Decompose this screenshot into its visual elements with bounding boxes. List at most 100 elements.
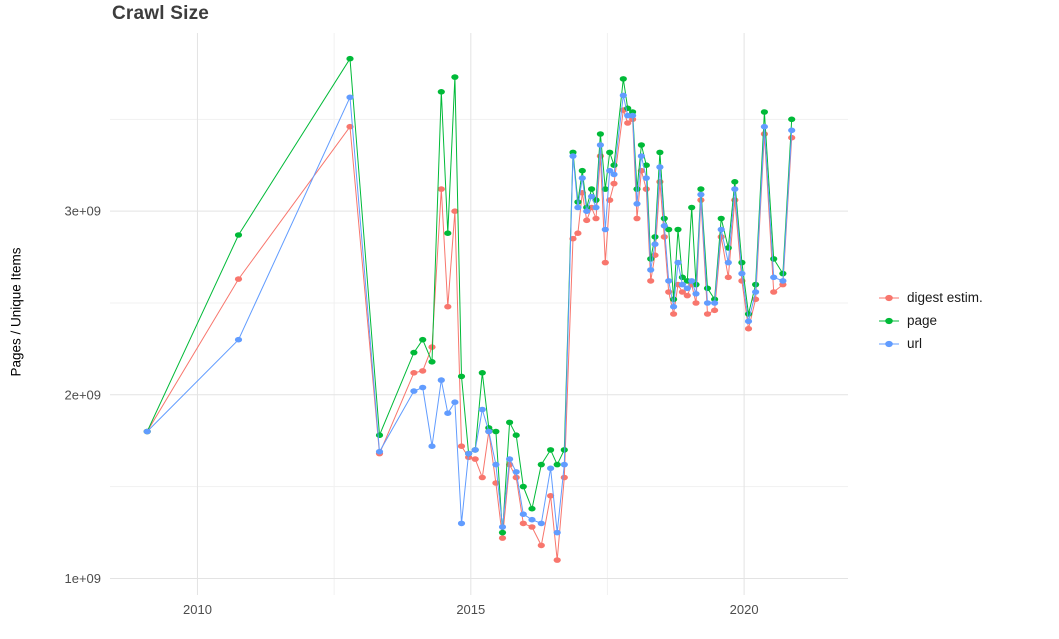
data-point-url — [451, 399, 459, 406]
data-point-url — [583, 208, 591, 214]
data-point-url — [647, 267, 655, 273]
data-point-page — [492, 428, 500, 435]
data-point-page — [688, 204, 696, 211]
data-point-page — [444, 230, 452, 236]
data-point-url — [688, 278, 696, 284]
data-point-page — [478, 370, 486, 376]
data-point-digest-estim — [419, 368, 427, 374]
data-point-url — [492, 461, 500, 468]
data-point-digest-estim — [560, 474, 568, 481]
data-point-page — [537, 461, 545, 468]
data-point-page — [610, 162, 618, 168]
data-point-digest-estim — [592, 215, 600, 222]
chart-title: Crawl Size — [112, 3, 210, 24]
data-point-digest-estim — [660, 234, 668, 240]
data-point-url — [592, 204, 600, 211]
x-tick-label: 2010 — [183, 602, 212, 617]
legend-key-url-icon — [879, 340, 899, 347]
data-point-url — [665, 278, 673, 284]
data-point-url — [346, 94, 354, 101]
data-point-digest-estim — [711, 307, 719, 314]
data-point-url — [703, 300, 712, 306]
data-point-url — [478, 406, 486, 413]
series-line-digest-estim — [146, 109, 793, 561]
data-point-url — [588, 193, 596, 200]
data-point-url — [711, 300, 719, 306]
data-point-url — [656, 164, 664, 170]
data-point-page — [738, 259, 746, 266]
data-point-page — [642, 162, 650, 168]
data-point-url — [578, 175, 586, 181]
legend: digest estim. page url — [876, 286, 983, 355]
data-point-digest-estim — [547, 493, 555, 499]
data-point-digest-estim — [574, 230, 582, 236]
data-point-digest-estim — [528, 524, 536, 530]
legend-label-page: page — [907, 313, 938, 328]
legend-label-url: url — [907, 336, 923, 351]
data-point-digest-estim — [451, 208, 459, 214]
data-point-page — [512, 432, 520, 439]
data-point-digest-estim — [428, 344, 436, 350]
data-point-url — [760, 123, 769, 130]
data-point-url — [606, 167, 614, 174]
data-point-page — [656, 149, 664, 156]
data-point-digest-estim — [633, 215, 641, 222]
data-point-url — [788, 127, 796, 134]
data-point-digest-estim — [553, 557, 561, 563]
data-point-url — [731, 186, 739, 192]
data-point-digest-estim — [444, 303, 452, 310]
data-point-url — [619, 92, 627, 99]
data-point-url — [553, 529, 561, 536]
data-point-url — [485, 428, 493, 435]
legend-item-digest-estim: digest estim. — [876, 286, 983, 309]
data-point-url — [717, 226, 725, 233]
data-point-digest-estim — [437, 186, 445, 192]
data-point-url — [692, 291, 700, 297]
data-point-page — [665, 226, 673, 233]
data-point-page — [633, 186, 641, 192]
data-point-page — [670, 296, 678, 303]
data-point-digest-estim — [703, 311, 712, 317]
data-point-page — [697, 186, 705, 192]
data-point-digest-estim — [770, 289, 778, 295]
data-point-page — [498, 529, 507, 536]
data-point-url — [660, 223, 668, 229]
data-point-digest-estim — [724, 274, 732, 281]
data-point-digest-estim — [683, 292, 691, 299]
legend-item-page: page — [876, 309, 983, 332]
data-point-url — [560, 461, 568, 468]
data-point-page — [451, 74, 459, 80]
data-point-digest-estim — [601, 259, 609, 266]
data-point-url — [678, 281, 687, 288]
data-point-digest-estim — [610, 180, 618, 187]
data-point-page — [457, 373, 466, 380]
data-point-digest-estim — [346, 123, 354, 130]
data-point-digest-estim — [731, 197, 739, 203]
data-point-digest-estim — [457, 443, 466, 450]
data-point-page — [528, 505, 536, 512]
data-point-url — [752, 289, 760, 295]
data-point-page — [592, 197, 600, 203]
data-point-page — [578, 167, 586, 174]
data-point-page — [674, 226, 682, 233]
data-point-page — [574, 199, 582, 205]
data-point-url — [724, 259, 732, 266]
data-point-url — [596, 142, 605, 148]
data-point-url — [444, 410, 452, 417]
data-point-digest-estim — [692, 300, 700, 306]
data-point-url — [770, 274, 778, 281]
data-point-url — [779, 278, 787, 284]
data-point-page — [731, 179, 739, 185]
data-point-page — [619, 76, 627, 82]
data-point-page — [346, 55, 354, 62]
data-point-url — [528, 516, 536, 523]
data-point-digest-estim — [471, 456, 479, 462]
data-point-digest-estim — [583, 217, 591, 224]
data-point-url — [601, 226, 609, 233]
data-point-page — [437, 89, 445, 95]
y-tick-label: 1e+09 — [64, 571, 101, 586]
data-point-page — [410, 349, 418, 356]
data-point-page — [760, 109, 769, 115]
